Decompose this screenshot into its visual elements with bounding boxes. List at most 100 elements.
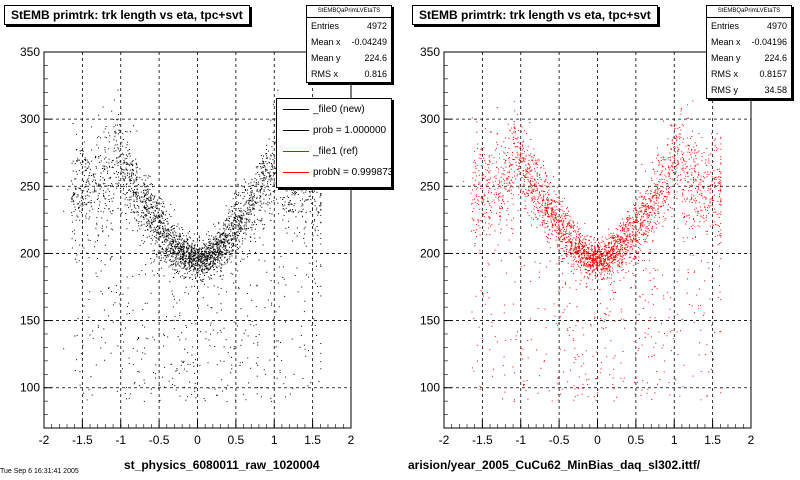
scatter-point (182, 242, 184, 244)
scatter-point (209, 259, 211, 260)
scatter-point (672, 146, 674, 148)
scatter-point (703, 176, 704, 178)
scatter-point (600, 268, 602, 270)
scatter-point (656, 220, 658, 222)
scatter-point (207, 276, 209, 278)
scatter-point (283, 278, 285, 280)
scatter-point (244, 218, 246, 220)
scatter-point (172, 252, 174, 254)
scatter-point (511, 198, 513, 200)
scatter-point (136, 201, 138, 202)
scatter-point (123, 184, 124, 186)
scatter-point (136, 177, 138, 178)
scatter-point (136, 197, 138, 199)
scatter-point (107, 170, 108, 172)
scatter-point (663, 179, 665, 180)
scatter-point (239, 216, 241, 218)
scatter-point (198, 249, 200, 251)
scatter-point (588, 256, 590, 258)
scatter-point (133, 191, 134, 193)
scatter-point (263, 165, 265, 167)
scatter-point (128, 363, 130, 364)
scatter-point (560, 316, 562, 318)
scatter-point (266, 163, 268, 165)
scatter-point (486, 212, 488, 213)
scatter-point (177, 273, 179, 274)
scatter-point (147, 208, 149, 210)
scatter-point (188, 253, 190, 255)
scatter-point (103, 167, 105, 169)
scatter-point (156, 203, 158, 205)
scatter-point (184, 348, 185, 350)
scatter-point (113, 99, 115, 101)
scatter-point (658, 161, 660, 163)
scatter-point (206, 233, 208, 235)
scatter-point (105, 387, 107, 389)
scatter-point (88, 182, 90, 184)
scatter-point (285, 321, 286, 323)
scatter-point (173, 276, 174, 278)
scatter-point (204, 250, 206, 252)
scatter-point (639, 223, 641, 224)
scatter-point (662, 274, 663, 276)
scatter-point (592, 257, 594, 259)
scatter-point (650, 193, 652, 195)
scatter-point (238, 231, 240, 233)
scatter-point (136, 191, 138, 193)
scatter-point (173, 262, 175, 264)
y-tick-label: 300 (420, 112, 440, 126)
scatter-point (179, 242, 181, 244)
scatter-point (487, 169, 489, 171)
scatter-point (587, 270, 589, 272)
scatter-point (177, 248, 179, 250)
scatter-point (537, 210, 538, 211)
scatter-point (74, 193, 76, 195)
scatter-point (527, 145, 529, 147)
scatter-point (529, 155, 531, 157)
scatter-point (183, 235, 185, 237)
scatter-point (686, 166, 688, 168)
scatter-point (617, 235, 618, 237)
scatter-point (225, 249, 227, 251)
scatter-point (187, 239, 189, 240)
scatter-point (158, 232, 159, 234)
scatter-point (294, 232, 296, 234)
scatter-point (130, 196, 132, 198)
scatter-point (202, 272, 204, 274)
scatter-point (624, 234, 626, 236)
scatter-point (263, 369, 265, 371)
scatter-point (570, 265, 572, 267)
scatter-point (179, 228, 180, 230)
scatter-point (273, 103, 275, 105)
scatter-point (697, 187, 699, 189)
scatter-point (128, 164, 130, 166)
scatter-point (182, 259, 183, 261)
scatter-point (218, 252, 220, 254)
scatter-point (218, 259, 220, 261)
scatter-point (131, 175, 133, 177)
scatter-point (598, 246, 600, 248)
scatter-point (81, 164, 83, 166)
scatter-point (645, 233, 646, 235)
scatter-point (618, 266, 620, 268)
scatter-point (88, 257, 90, 259)
scatter-point (224, 246, 226, 248)
scatter-point (648, 223, 650, 225)
scatter-point (128, 302, 130, 304)
scatter-point (545, 172, 547, 174)
scatter-point (621, 255, 623, 257)
scatter-point (477, 187, 479, 189)
scatter-point (164, 255, 166, 257)
scatter-point (661, 171, 662, 173)
scatter-point (133, 194, 135, 196)
scatter-point (644, 205, 646, 206)
scatter-point (98, 135, 100, 137)
scatter-point (217, 248, 219, 250)
scatter-point (138, 221, 140, 222)
scatter-point (135, 180, 137, 182)
scatter-point (576, 236, 577, 238)
scatter-point (181, 257, 183, 259)
scatter-point (184, 261, 186, 262)
scatter-point (172, 377, 174, 379)
scatter-point (555, 206, 557, 208)
